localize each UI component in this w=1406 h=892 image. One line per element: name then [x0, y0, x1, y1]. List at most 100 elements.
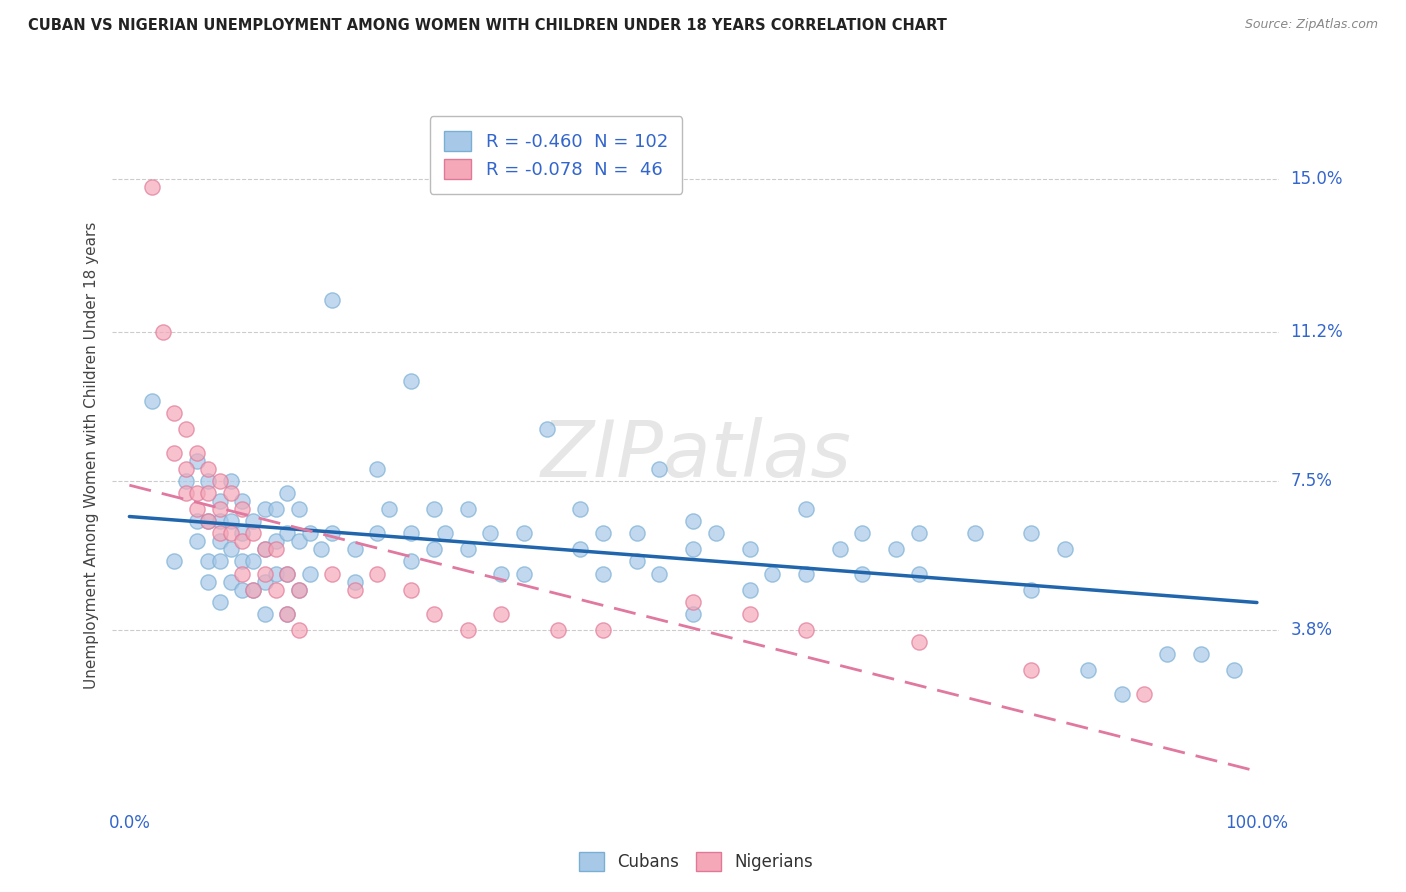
Point: [491, 607, 513, 621]
Point: [242, 554, 264, 568]
Point: [219, 526, 242, 541]
Text: 7.5%: 7.5%: [1291, 472, 1333, 490]
Point: [547, 623, 569, 637]
Text: 11.2%: 11.2%: [1291, 323, 1343, 342]
Point: [343, 582, 366, 597]
Point: [457, 623, 479, 637]
Point: [174, 462, 197, 476]
Point: [174, 486, 197, 500]
Point: [141, 180, 163, 194]
Point: [253, 574, 276, 589]
Point: [197, 574, 219, 589]
Point: [1077, 663, 1099, 677]
Point: [592, 623, 614, 637]
Point: [309, 542, 332, 557]
Point: [287, 582, 309, 597]
Point: [242, 582, 264, 597]
Point: [141, 393, 163, 408]
Point: [592, 526, 614, 541]
Point: [321, 293, 343, 307]
Point: [264, 566, 287, 581]
Point: [197, 486, 219, 500]
Point: [1156, 647, 1178, 661]
Point: [1133, 687, 1156, 701]
Point: [401, 582, 423, 597]
Point: [569, 542, 592, 557]
Point: [321, 566, 343, 581]
Point: [253, 502, 276, 516]
Point: [264, 502, 287, 516]
Point: [794, 502, 817, 516]
Point: [1223, 663, 1246, 677]
Point: [163, 446, 186, 460]
Point: [276, 526, 298, 541]
Point: [884, 542, 907, 557]
Point: [163, 554, 186, 568]
Point: [152, 325, 174, 339]
Point: [287, 582, 309, 597]
Point: [401, 374, 423, 388]
Point: [851, 526, 873, 541]
Point: [208, 554, 231, 568]
Point: [907, 635, 929, 649]
Point: [366, 566, 388, 581]
Point: [1021, 582, 1043, 597]
Point: [186, 486, 208, 500]
Point: [253, 542, 276, 557]
Point: [907, 566, 929, 581]
Point: [828, 542, 851, 557]
Point: [491, 566, 513, 581]
Point: [738, 542, 761, 557]
Point: [479, 526, 502, 541]
Point: [513, 526, 536, 541]
Point: [343, 574, 366, 589]
Point: [186, 502, 208, 516]
Point: [231, 494, 253, 508]
Point: [253, 542, 276, 557]
Point: [648, 566, 671, 581]
Point: [231, 582, 253, 597]
Point: [186, 534, 208, 549]
Point: [592, 566, 614, 581]
Point: [1111, 687, 1133, 701]
Point: [851, 566, 873, 581]
Point: [276, 566, 298, 581]
Point: [219, 542, 242, 557]
Point: [794, 566, 817, 581]
Point: [253, 566, 276, 581]
Point: [682, 595, 704, 609]
Point: [219, 514, 242, 528]
Point: [208, 502, 231, 516]
Point: [648, 462, 671, 476]
Point: [242, 514, 264, 528]
Point: [401, 554, 423, 568]
Point: [264, 534, 287, 549]
Point: [219, 474, 242, 488]
Point: [343, 542, 366, 557]
Point: [366, 462, 388, 476]
Point: [963, 526, 986, 541]
Point: [197, 554, 219, 568]
Point: [626, 554, 648, 568]
Point: [536, 422, 558, 436]
Point: [287, 502, 309, 516]
Point: [276, 607, 298, 621]
Point: [457, 542, 479, 557]
Point: [253, 607, 276, 621]
Point: [423, 502, 446, 516]
Point: [208, 494, 231, 508]
Point: [1054, 542, 1077, 557]
Point: [208, 526, 231, 541]
Point: [231, 502, 253, 516]
Point: [298, 526, 321, 541]
Point: [174, 422, 197, 436]
Point: [276, 486, 298, 500]
Text: Source: ZipAtlas.com: Source: ZipAtlas.com: [1244, 18, 1378, 31]
Text: 3.8%: 3.8%: [1291, 621, 1333, 639]
Point: [626, 526, 648, 541]
Point: [174, 474, 197, 488]
Text: ZIPatlas: ZIPatlas: [540, 417, 852, 493]
Point: [1021, 526, 1043, 541]
Text: 15.0%: 15.0%: [1291, 170, 1343, 188]
Point: [761, 566, 783, 581]
